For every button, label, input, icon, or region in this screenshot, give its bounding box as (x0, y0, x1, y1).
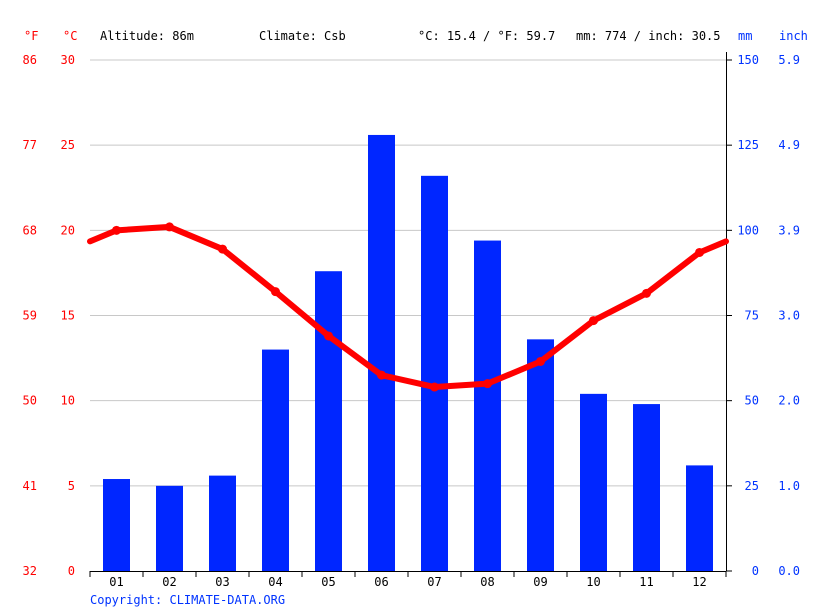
fahrenheit-tick-label: 77 (23, 138, 37, 152)
precipitation-bar (474, 240, 501, 571)
month-label: 08 (480, 575, 494, 589)
total-precipitation-label: mm: 774 / inch: 30.5 (576, 29, 721, 43)
fahrenheit-unit-label: °F (24, 29, 38, 43)
inch-tick-label: 5.9 (778, 53, 800, 67)
temperature-point (165, 222, 174, 232)
fahrenheit-tick-label: 59 (23, 309, 37, 323)
month-label: 06 (374, 575, 388, 589)
temperature-point (218, 244, 227, 254)
mm-tick-label: 150 (737, 53, 759, 67)
precipitation-bar (209, 475, 236, 571)
month-label: 12 (692, 575, 706, 589)
altitude-label: Altitude: 86m (100, 29, 194, 43)
inch-tick-label: 0.0 (778, 564, 800, 578)
temperature-point (430, 382, 439, 392)
inch-tick-label: 3.9 (778, 223, 800, 237)
temperature-point (112, 225, 121, 235)
temperature-point (536, 356, 545, 366)
inch-unit-label: inch (779, 29, 808, 43)
fahrenheit-tick-label: 68 (23, 223, 37, 237)
temperature-point (589, 316, 598, 326)
precipitation-bar (315, 271, 342, 571)
mm-unit-label: mm (738, 29, 752, 43)
inch-tick-label: 3.0 (778, 309, 800, 323)
axes (89, 52, 732, 577)
fahrenheit-tick-label: 86 (23, 53, 37, 67)
temperature-line (87, 222, 729, 392)
average-temperature-label: °C: 15.4 / °F: 59.7 (418, 29, 555, 43)
temperature-point (483, 379, 492, 389)
month-label: 11 (639, 575, 653, 589)
celsius-tick-label: 15 (61, 309, 75, 323)
fahrenheit-tick-label: 50 (23, 394, 37, 408)
precipitation-bar (633, 404, 660, 571)
climate-label: Climate: Csb (259, 29, 346, 43)
celsius-tick-label: 10 (61, 394, 75, 408)
mm-tick-label: 50 (745, 394, 759, 408)
celsius-tick-label: 5 (68, 479, 75, 493)
inch-tick-label: 4.9 (778, 138, 800, 152)
month-label: 01 (109, 575, 123, 589)
temperature-point (377, 370, 386, 380)
gridlines (90, 59, 726, 487)
inch-tick-label: 1.0 (778, 479, 800, 493)
temperature-point (324, 331, 333, 341)
precipitation-bar (421, 175, 448, 571)
mm-tick-label: 75 (745, 309, 759, 323)
mm-tick-label: 0 (752, 564, 759, 578)
precipitation-bar (103, 479, 130, 571)
celsius-tick-label: 30 (61, 53, 75, 67)
precipitation-bars (103, 134, 713, 572)
month-label: 09 (533, 575, 547, 589)
month-label: 04 (268, 575, 282, 589)
precipitation-bar (262, 349, 289, 571)
mm-tick-label: 100 (737, 223, 759, 237)
temperature-point (695, 247, 704, 257)
month-label: 05 (321, 575, 335, 589)
celsius-unit-label: °C (63, 29, 77, 43)
precipitation-bar (156, 485, 183, 571)
copyright-label: Copyright: CLIMATE-DATA.ORG (90, 593, 285, 607)
month-label: 02 (162, 575, 176, 589)
fahrenheit-tick-label: 41 (23, 479, 37, 493)
tick-labels: 86 30 150 5.977 25 125 4.968 20 100 3.959 15 75 3.05… (23, 53, 800, 589)
precipitation-bar (580, 393, 607, 571)
month-label: 10 (586, 575, 600, 589)
month-label: 03 (215, 575, 229, 589)
inch-tick-label: 2.0 (778, 394, 800, 408)
precipitation-bar (686, 465, 713, 571)
fahrenheit-tick-label: 32 (23, 564, 37, 578)
temperature-point (642, 288, 651, 298)
celsius-tick-label: 20 (61, 223, 75, 237)
temperature-point (271, 287, 280, 297)
temperature-series-line (87, 223, 729, 391)
celsius-tick-label: 0 (68, 564, 75, 578)
precipitation-bar (527, 339, 554, 571)
precipitation-bar (368, 134, 395, 572)
month-label: 07 (427, 575, 441, 589)
mm-tick-label: 25 (745, 479, 759, 493)
mm-tick-label: 125 (737, 138, 759, 152)
celsius-tick-label: 25 (61, 138, 75, 152)
